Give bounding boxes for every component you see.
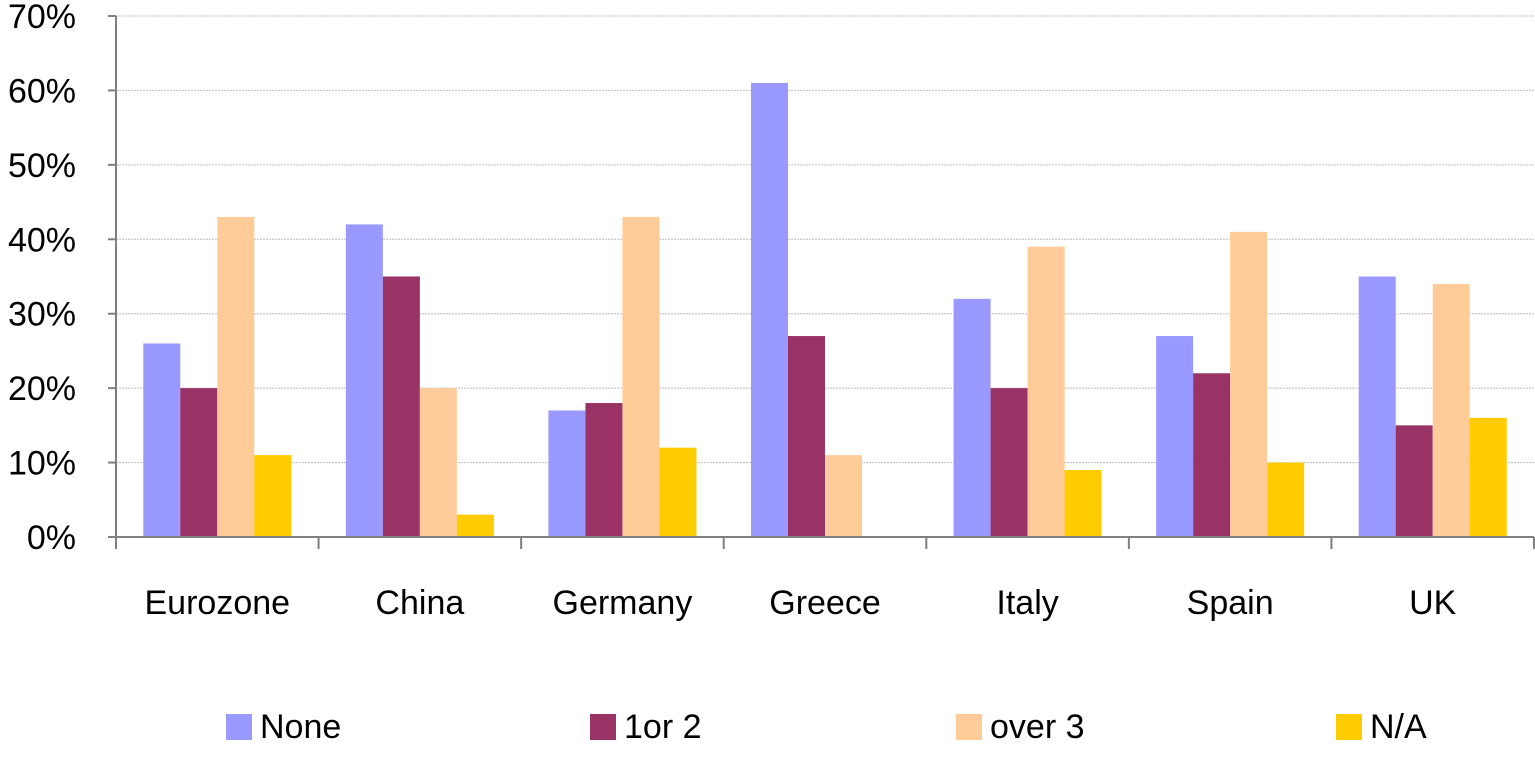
y-tick-label: 20% — [8, 370, 76, 408]
legend-item: None — [226, 708, 341, 746]
y-tick-label: 50% — [8, 147, 76, 185]
bar-greece-none — [751, 82, 788, 537]
bar-eurozone-over-3 — [217, 216, 255, 537]
x-axis-tick-labels: Eurozone China Germany Greece Italy Spain UK — [145, 584, 1457, 622]
y-tick-label: 70% — [8, 0, 76, 36]
bar-uk-none — [1358, 276, 1396, 537]
bar-spain-n-a — [1267, 462, 1305, 537]
legend-label: None — [260, 708, 341, 746]
x-tick-label: UK — [1409, 584, 1457, 622]
bar-germany-1or-2 — [585, 403, 623, 537]
x-tick-label: Italy — [996, 584, 1058, 622]
x-tick-label: Germany — [553, 584, 693, 622]
bar-eurozone-none — [143, 343, 181, 537]
x-tick-label: Eurozone — [145, 584, 291, 622]
bar-spain-over-3 — [1230, 231, 1268, 538]
bar-germany-none — [548, 410, 586, 537]
bar-uk-over-3 — [1432, 283, 1470, 537]
bars — [143, 82, 1507, 538]
bar-germany-n-a — [659, 447, 697, 537]
bar-eurozone-1or-2 — [180, 388, 218, 537]
legend-swatch — [590, 714, 616, 740]
bar-italy-none — [953, 298, 991, 537]
legend-swatch — [956, 714, 982, 740]
legend-item: over 3 — [956, 708, 1085, 746]
bar-china-1or-2 — [382, 276, 420, 537]
legend-item: 1or 2 — [590, 708, 702, 746]
axes — [108, 15, 1535, 549]
y-tick-label: 10% — [8, 445, 76, 483]
x-tick-label: China — [375, 584, 464, 622]
y-axis-tick-labels: 0% 10% 20% 30% 40% 50% 60% 70% — [8, 0, 76, 557]
bar-uk-1or-2 — [1395, 425, 1433, 537]
y-tick-label: 40% — [8, 221, 76, 259]
legend-swatch — [226, 714, 252, 740]
bar-eurozone-n-a — [254, 455, 292, 537]
y-tick-label: 60% — [8, 72, 76, 110]
bar-spain-none — [1156, 336, 1194, 537]
legend-label: over 3 — [990, 708, 1085, 746]
bar-greece-over-3 — [825, 455, 862, 537]
legend: None 1or 2 over 3 N/A — [226, 708, 1427, 746]
bar-china-n-a — [456, 514, 494, 537]
bar-italy-n-a — [1064, 470, 1102, 537]
legend-item: N/A — [1336, 708, 1427, 746]
bar-italy-over-3 — [1027, 246, 1065, 537]
x-tick-label: Greece — [769, 584, 881, 622]
legend-swatch — [1336, 714, 1362, 740]
bar-china-none — [345, 224, 383, 537]
legend-label: N/A — [1370, 708, 1427, 746]
bar-italy-1or-2 — [990, 388, 1028, 537]
legend-label: 1or 2 — [624, 708, 702, 746]
bar-germany-over-3 — [622, 216, 660, 537]
bar-spain-1or-2 — [1193, 373, 1231, 537]
y-tick-label: 0% — [27, 519, 76, 557]
bar-greece-1or-2 — [788, 336, 825, 537]
x-tick-label: Spain — [1187, 584, 1274, 622]
bar-uk-n-a — [1469, 417, 1507, 537]
y-tick-label: 30% — [8, 296, 76, 334]
bar-china-over-3 — [419, 388, 457, 537]
